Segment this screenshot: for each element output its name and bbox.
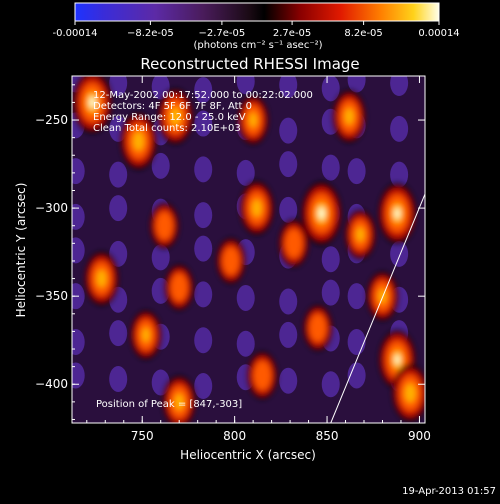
background-ripple: [321, 279, 340, 306]
heatmap-blob: [392, 364, 425, 422]
heatmap-area: [72, 76, 425, 423]
chart-title: Reconstructed RHESSI Image: [140, 55, 359, 73]
timestamp: 19-Apr-2013 01:57: [402, 486, 496, 497]
heatmap-blob: [303, 304, 333, 352]
solar-limb-line: [330, 193, 425, 423]
background-ripple: [72, 328, 85, 355]
colorbar: [74, 2, 440, 22]
heatmap-blob: [332, 90, 366, 143]
background-ripple: [236, 159, 255, 186]
y-tick-label: −300: [35, 201, 68, 215]
colorbar-tick-label: −2.7e-05: [199, 28, 246, 39]
heatmap-blob: [162, 375, 196, 423]
background-ripple: [279, 367, 298, 394]
info-block: 12-May-2002 00:17:52.000 to 00:22:02.000…: [93, 90, 313, 134]
heatmap-blob: [278, 219, 309, 268]
heatmap-blob: [344, 209, 376, 260]
background-ripple: [321, 371, 340, 398]
background-ripple: [236, 330, 255, 357]
background-ripple: [194, 77, 213, 104]
heatmap-blob: [149, 202, 179, 249]
background-ripple: [194, 327, 213, 354]
heatmap-blob: [239, 180, 274, 236]
y-tick-label: −350: [35, 289, 68, 303]
colorbar-tick-label: −8.2e-05: [127, 28, 174, 39]
y-tick-label: −400: [35, 377, 68, 391]
x-axis-label: Heliocentric X (arcsec): [180, 448, 316, 462]
background-ripple: [347, 283, 366, 310]
background-ripple: [279, 76, 298, 98]
background-ripple: [109, 161, 128, 188]
plot-frame: [71, 75, 426, 424]
info-line-detectors: Detectors: 4F 5F 6F 7F 8F, Att 0: [93, 101, 252, 112]
background-ripple: [151, 152, 170, 179]
colorbar-unit-label: (photons cm⁻² s⁻¹ asec⁻²): [193, 40, 322, 51]
background-ripple: [347, 328, 366, 355]
info-line-energy: Energy Range: 12.0 - 25.0 keV: [93, 112, 246, 123]
background-ripple: [390, 115, 409, 142]
background-ripple: [109, 365, 128, 392]
background-ripple: [347, 76, 366, 93]
peak-position-label: Position of Peak = [847,-303]: [96, 399, 242, 410]
heatmap-blob: [84, 251, 119, 306]
colorbar-tick-label: 8.2e-05: [344, 28, 382, 39]
background-ripple: [347, 362, 366, 389]
colorbar-ticks: -0.00014 −8.2e-05 −2.7e-05 2.7e-05 8.2e-05 0.…: [53, 21, 460, 39]
y-tick-label: −250: [35, 113, 68, 127]
colorbar-tick-label: 0.00014: [418, 28, 459, 39]
background-ripple: [151, 76, 170, 100]
background-ripple: [109, 195, 128, 222]
background-ripple: [321, 246, 340, 273]
background-ripple: [279, 196, 298, 223]
heatmap-blob: [164, 264, 194, 311]
heatmap-blob: [237, 95, 269, 145]
background-ripple: [72, 237, 85, 264]
info-line-time: 12-May-2002 00:17:52.000 to 00:22:02.000: [93, 90, 313, 101]
x-tick-label: 850: [316, 429, 339, 443]
background-ripple: [72, 362, 85, 389]
x-tick-label: 800: [223, 429, 246, 443]
heatmap-blob: [120, 112, 157, 170]
background-ripple: [347, 158, 366, 185]
heatmap-blob: [247, 351, 278, 400]
info-line-counts: Clean Total counts: 2.10E+03: [93, 123, 241, 134]
heatmap-blob: [72, 76, 112, 134]
heatmap-blob: [378, 182, 417, 244]
background-ripple: [321, 154, 340, 181]
background-ripple: [390, 76, 409, 97]
background-ripple: [151, 244, 170, 271]
background-ripple: [279, 321, 298, 348]
background-ripple: [194, 235, 213, 262]
colorbar-tick-label: 2.7e-05: [273, 28, 311, 39]
background-ripple: [390, 161, 409, 188]
background-ripple: [194, 281, 213, 308]
background-ripple: [236, 284, 255, 311]
background-ripple: [236, 76, 255, 95]
x-tick-label: 900: [408, 429, 431, 443]
axis-ticks: 750 800 850 900 −250 −300 −350 −400: [35, 76, 431, 443]
background-ripple: [194, 202, 213, 229]
background-ripple: [194, 373, 213, 400]
background-ripple: [390, 240, 409, 267]
heatmap-blob: [130, 310, 162, 360]
background-ripple: [109, 320, 128, 347]
y-axis-label: Heliocentric Y (arcsec): [14, 183, 28, 318]
x-tick-label: 750: [131, 429, 154, 443]
background-ripple: [279, 117, 298, 144]
colorbar-tick-label: -0.00014: [53, 28, 98, 39]
heatmap-blob: [216, 237, 246, 285]
background-ripple: [194, 110, 213, 137]
background-ripple: [194, 156, 213, 183]
background-ripple: [72, 203, 85, 230]
background-ripple: [321, 76, 340, 102]
heatmap-blob: [301, 181, 342, 246]
background-ripple: [109, 76, 128, 97]
background-ripple: [72, 158, 85, 185]
background-ripple: [279, 151, 298, 178]
heatmap-blobs: [72, 76, 425, 423]
heatmap-blob: [157, 88, 193, 145]
background-ripple: [279, 288, 298, 315]
